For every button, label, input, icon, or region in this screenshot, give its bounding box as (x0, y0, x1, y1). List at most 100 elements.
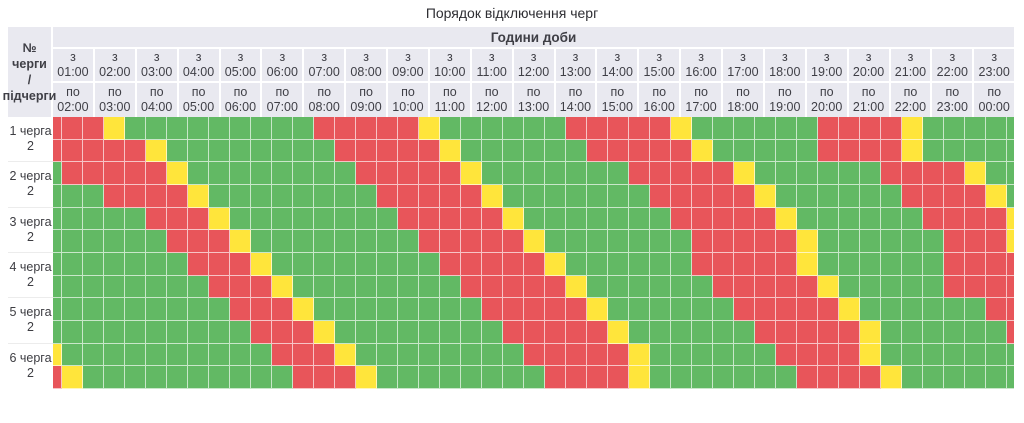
slot-cell (923, 275, 944, 299)
slot-cell (650, 252, 671, 276)
to-time: 00:00 (978, 100, 1010, 114)
from-time: 10:00 (434, 65, 466, 79)
slot-cell (62, 275, 83, 299)
slot-cell (692, 320, 713, 344)
to-prefix: по (149, 85, 164, 99)
slot-cell (734, 117, 755, 140)
slot-cell (671, 207, 692, 231)
slot-cell (881, 117, 902, 140)
slot-cell (839, 320, 860, 344)
from-prefix: з (614, 50, 621, 64)
hour-from-cell: з 11:00 (471, 49, 512, 83)
to-time: 12:00 (476, 100, 508, 114)
slot-cell (125, 139, 146, 163)
slot-cell (776, 343, 797, 367)
from-time: 14:00 (601, 65, 633, 79)
slot-cell (839, 162, 860, 185)
to-time: 05:00 (182, 100, 215, 114)
slot-cell (545, 320, 566, 344)
slot-cell (986, 343, 1007, 367)
hour-column-12:00: з 12:00 по 13:00 (511, 49, 554, 117)
schedule-row-q4-s2 (53, 275, 1014, 299)
hour-from-cell: з 06:00 (262, 49, 303, 83)
slot-cell (902, 184, 923, 208)
schedule-row-q1-s1 (53, 117, 1014, 140)
slot-cell (272, 366, 293, 389)
slot-cell (104, 366, 125, 389)
schedule-row-q5-s1 (53, 298, 1014, 321)
slot-cell (125, 298, 146, 321)
to-prefix: по (736, 85, 750, 99)
from-prefix: з (530, 50, 537, 64)
to-time: 06:00 (224, 100, 257, 114)
slot-cell (944, 230, 965, 253)
slot-cell (923, 139, 944, 163)
slot-cell (377, 139, 398, 163)
slot-cell (335, 320, 356, 344)
hour-column-20:00: з 20:00 по 21:00 (846, 49, 889, 117)
slot-cell (902, 207, 923, 231)
slot-cell (629, 139, 650, 163)
slot-cell (1007, 184, 1014, 208)
from-time: 09:00 (392, 65, 424, 79)
slot-cell (713, 275, 734, 299)
hour-from-cell: з 21:00 (890, 49, 931, 83)
slot-cell (797, 366, 818, 389)
slot-cell (713, 298, 734, 321)
slot-cell (461, 184, 482, 208)
to-prefix: по (777, 85, 792, 99)
slot-cell (545, 230, 566, 253)
slot-cell (524, 320, 545, 344)
to-time: 20:00 (811, 100, 843, 114)
slot-cell (902, 162, 923, 185)
slot-cell (419, 230, 440, 253)
slot-cell (440, 343, 461, 367)
slot-cell (986, 320, 1007, 344)
slot-cell (965, 230, 986, 253)
slot-cell (839, 117, 860, 140)
hour-column-13:00: з 13:00 по 14:00 (553, 49, 596, 117)
slot-cell (734, 184, 755, 208)
slot-cell (986, 366, 1007, 389)
slot-cell (356, 298, 377, 321)
slot-cell (776, 117, 797, 140)
slot-cell (650, 207, 671, 231)
slot-cell (524, 275, 545, 299)
from-time: 17:00 (727, 65, 759, 79)
slot-cell (587, 207, 608, 231)
slot-cell (503, 252, 524, 276)
queue-rows (53, 117, 1014, 163)
slot-cell (83, 298, 104, 321)
slot-cell (797, 298, 818, 321)
slot-cell (881, 298, 902, 321)
to-prefix: по (233, 85, 248, 99)
slot-cell (482, 184, 503, 208)
slot-cell (587, 320, 608, 344)
slot-cell (251, 252, 272, 276)
slot-cell (839, 230, 860, 253)
slot-cell (860, 343, 881, 367)
to-prefix: по (819, 85, 834, 99)
slot-cell (440, 275, 461, 299)
slot-cell (692, 252, 713, 276)
slot-cell (671, 184, 692, 208)
from-time: 07:00 (308, 65, 340, 79)
slot-cell (671, 298, 692, 321)
slot-cell (167, 298, 188, 321)
slot-cell (608, 252, 629, 276)
slot-cell (419, 162, 440, 185)
slot-cell (524, 184, 545, 208)
queue-label-3: 3 черга 2 (8, 207, 53, 253)
slot-cell (314, 207, 335, 231)
slot-cell (251, 275, 272, 299)
hour-to-cell: по 02:00 (53, 83, 93, 117)
to-prefix: по (484, 85, 499, 99)
slot-cell (440, 366, 461, 389)
slot-cell (881, 139, 902, 163)
slot-cell (734, 162, 755, 185)
from-time: 18:00 (769, 65, 801, 79)
hour-from-cell: з 03:00 (136, 49, 177, 83)
slot-cell (83, 275, 104, 299)
to-time: 17:00 (685, 100, 717, 114)
slot-cell (1007, 207, 1014, 231)
